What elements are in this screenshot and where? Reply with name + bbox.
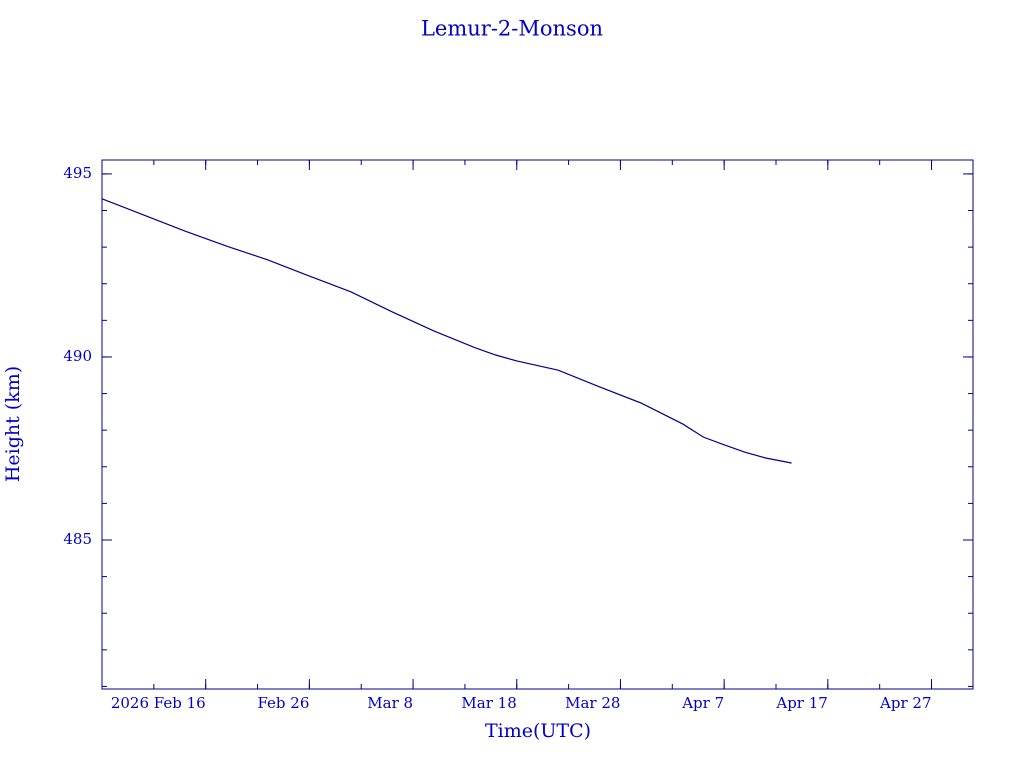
x-tick-label: Mar 18 (461, 694, 516, 712)
chart-title: Lemur-2-Monson (421, 17, 603, 41)
x-tick-label: Apr 17 (775, 694, 827, 712)
data-line (101, 198, 792, 464)
x-axis-label: Time(UTC) (485, 720, 591, 742)
x-tick-label: Feb 26 (257, 694, 309, 712)
y-axis-label: Height (km) (2, 366, 24, 482)
y-tick-label: 485 (63, 530, 92, 548)
x-tick-label: Apr 27 (879, 694, 931, 712)
x-tick-label: 2026 Feb 16 (111, 694, 206, 712)
x-tick-label: Mar 28 (565, 694, 620, 712)
y-tick-label: 490 (63, 347, 92, 365)
plot-frame (101, 159, 974, 690)
x-tick-label: Mar 8 (367, 694, 413, 712)
x-tick-label: Apr 7 (681, 694, 724, 712)
y-tick-label: 495 (63, 164, 92, 182)
